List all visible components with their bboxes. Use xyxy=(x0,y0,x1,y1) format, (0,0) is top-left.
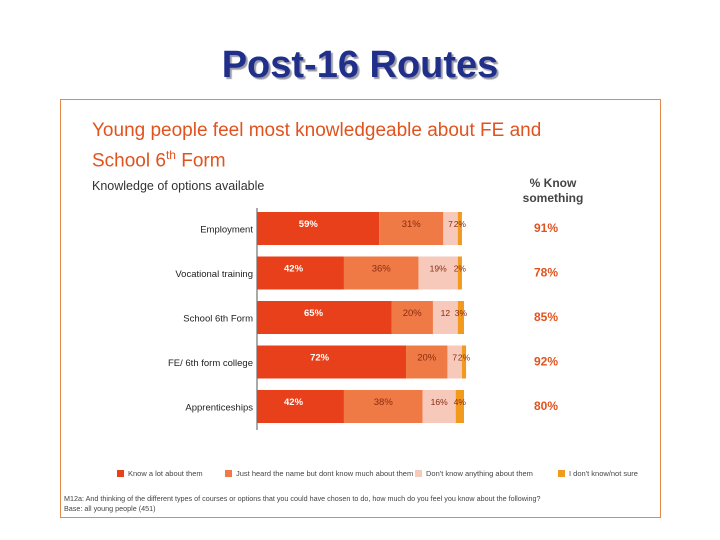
data-label: 65% xyxy=(304,308,324,319)
data-label: 7 xyxy=(448,219,453,229)
bar-segment-i-don-t-know-not-sure xyxy=(457,256,462,290)
legend-swatch-don-t-know-anything-about-them xyxy=(415,470,422,477)
legend-swatch-i-don-t-know-not-sure xyxy=(558,470,565,477)
data-label: 7 xyxy=(452,353,457,363)
data-label: 20% xyxy=(417,353,437,364)
chart-headline: Young people feel most knowledgeable abo… xyxy=(92,118,632,173)
bar-segment-i-don-t-know-not-sure xyxy=(461,345,467,379)
bar-segment-just-heard-the-name-but-dont-know-much-about-them xyxy=(343,256,419,290)
bar-segment-i-don-t-know-not-sure xyxy=(455,390,464,423)
data-label: 4% xyxy=(454,397,467,407)
data-label: 42% xyxy=(284,397,304,408)
legend-swatch-know-a-lot-about-them xyxy=(117,470,124,477)
data-label: 31% xyxy=(402,219,422,230)
data-label: 2% xyxy=(454,264,467,274)
headline-line1: Young people feel most knowledgeable abo… xyxy=(92,120,542,141)
bar-segment-know-a-lot-about-them xyxy=(257,212,380,245)
bar-segment-don-t-know-anything-about-them xyxy=(432,301,458,334)
footnote: M12a: And thinking of the different type… xyxy=(64,494,654,514)
bar-segment-know-a-lot-about-them xyxy=(257,345,407,379)
data-label: 16% xyxy=(431,397,448,407)
data-label: 19% xyxy=(430,264,447,274)
category-label: FE/ 6th form college xyxy=(168,358,253,369)
know-something-header-line1: % Know xyxy=(529,176,577,190)
know-something-value: 80% xyxy=(534,399,558,413)
know-something-value: 78% xyxy=(534,266,558,280)
chart-subtitle: Knowledge of options available xyxy=(92,179,265,193)
chart-panel: Young people feel most knowledgeable abo… xyxy=(60,99,661,518)
bar-segment-don-t-know-anything-about-them xyxy=(422,390,456,423)
data-label: 36% xyxy=(372,264,392,275)
bar-segment-just-heard-the-name-but-dont-know-much-about-them xyxy=(343,390,423,423)
know-something-value: 85% xyxy=(534,310,558,324)
legend-label: Don't know anything about them xyxy=(426,469,533,478)
bar-segment-just-heard-the-name-but-dont-know-much-about-them xyxy=(391,301,433,334)
know-something-header: % Know something xyxy=(493,176,613,206)
bar-segment-don-t-know-anything-about-them xyxy=(418,256,458,290)
headline-line2-pre: School 6 xyxy=(92,150,166,172)
data-label: 12 xyxy=(441,308,451,318)
legend-label: I don't know/not sure xyxy=(569,469,638,478)
category-label: Vocational training xyxy=(175,269,253,280)
know-something-value: 92% xyxy=(534,355,558,369)
know-something-value: 91% xyxy=(534,221,558,235)
data-label: 2% xyxy=(458,353,471,363)
legend-swatch-just-heard-the-name-but-dont-know-much-about-them xyxy=(225,470,232,477)
bar-segment-i-don-t-know-not-sure xyxy=(457,301,464,334)
data-label: 2% xyxy=(454,219,467,229)
data-label: 72% xyxy=(310,353,330,364)
bar-segment-know-a-lot-about-them xyxy=(257,256,344,290)
bar-segment-don-t-know-anything-about-them xyxy=(447,345,462,379)
footnote-base: Base: all young people (451) xyxy=(64,504,156,513)
category-label: Apprenticeships xyxy=(185,403,253,414)
data-label: 38% xyxy=(374,397,394,408)
stacked-bar-chart: Employment 59% 31% 7 2% 91%Vocational trainin… xyxy=(117,208,638,478)
category-label: School 6th Form xyxy=(183,314,253,325)
know-something-header-line2: something xyxy=(522,191,584,205)
data-label: 42% xyxy=(284,264,304,275)
bar-segment-know-a-lot-about-them xyxy=(257,301,392,334)
bar-segment-know-a-lot-about-them xyxy=(257,390,344,423)
data-label: 20% xyxy=(403,308,423,319)
bar-segment-just-heard-the-name-but-dont-know-much-about-them xyxy=(406,345,448,379)
legend-label: Know a lot about them xyxy=(128,469,203,478)
footnote-question: M12a: And thinking of the different type… xyxy=(64,494,541,503)
headline-line2-sup: th xyxy=(165,148,176,162)
data-label: 3% xyxy=(455,308,468,318)
headline-line2-post: Form xyxy=(175,150,226,172)
slide-title: Post-16 Routes xyxy=(221,44,499,86)
data-label: 59% xyxy=(299,219,319,230)
bar-segment-i-don-t-know-not-sure xyxy=(457,212,462,245)
bar-segment-don-t-know-anything-about-them xyxy=(443,212,458,245)
category-label: Employment xyxy=(200,225,253,236)
legend-label: Just heard the name but dont know much a… xyxy=(236,469,413,478)
bar-segment-just-heard-the-name-but-dont-know-much-about-them xyxy=(379,212,444,245)
